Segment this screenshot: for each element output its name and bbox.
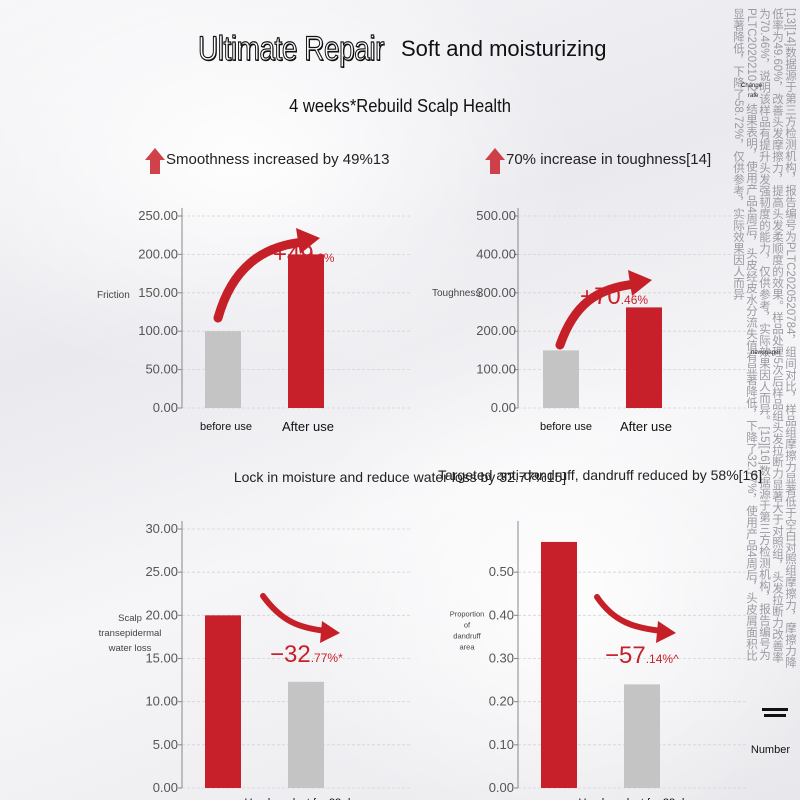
bar-2 <box>288 681 324 788</box>
chart-title: Smoothness increased by 49%13 <box>166 151 389 168</box>
y-axis-label: Toughness <box>432 288 480 299</box>
change-annotation: +49.6% <box>273 241 335 268</box>
change-rate-label-2: rate <box>748 93 759 99</box>
trend-arrow-icon <box>594 594 665 634</box>
bar-2 <box>624 684 660 788</box>
y-tick-label: 5.00 <box>153 737 178 752</box>
bar-2 <box>288 254 324 408</box>
x-category-label: before use <box>540 421 592 433</box>
change-annotation: −57.14%^ <box>605 642 679 669</box>
y-tick-label: 0.10 <box>489 737 514 752</box>
annotation-big: +49 <box>273 241 314 268</box>
y-axis-label: area <box>459 643 475 652</box>
y-tick-label: 150.00 <box>138 285 178 300</box>
y-tick-label: 50.00 <box>145 362 178 377</box>
y-tick-label: 25.00 <box>145 564 178 579</box>
y-tick-label: 100.00 <box>476 362 516 377</box>
page-title: Ultimate Repair <box>198 29 385 68</box>
arrowhead-icon <box>296 228 320 254</box>
change-rate-label-1: Change <box>741 83 763 89</box>
y-axis-label: water loss <box>108 643 152 654</box>
small-stamp-mark <box>762 708 788 711</box>
x-category-label: After use <box>282 419 334 434</box>
y-axis-label: of <box>464 621 471 630</box>
trend-arrow-icon <box>213 237 309 323</box>
bar-1 <box>205 615 241 788</box>
annotation-big: −57 <box>605 642 646 669</box>
bar-1 <box>543 350 579 408</box>
number-label: Number <box>750 744 790 756</box>
y-tick-label: 100.00 <box>138 323 178 338</box>
x-category-label: Used product for 28 days <box>579 797 702 800</box>
tagline: 4 weeks*Rebuild Scalp Health <box>289 96 511 116</box>
arrowhead-icon <box>320 621 340 643</box>
y-tick-label: 0.00 <box>489 780 514 795</box>
change-annotation: −32.77%* <box>270 641 343 668</box>
chart-3: Lock in moisture and reduce water loss b… <box>99 469 567 800</box>
y-tick-label: 0.50 <box>489 564 514 579</box>
y-tick-label: 500.00 <box>476 208 516 223</box>
chart-title: 70% increase in toughness[14] <box>506 151 711 168</box>
bar-2 <box>626 307 662 408</box>
chart-1: Smoothness increased by 49%13 Friction 0.0… <box>97 148 412 434</box>
small-stamp-mark-2 <box>764 714 786 717</box>
bar-1 <box>541 541 577 788</box>
annotation-small: .46% <box>621 293 649 307</box>
arrowhead-icon <box>656 621 676 643</box>
bar-1 <box>205 331 241 408</box>
y-tick-label: 0.40 <box>489 607 514 622</box>
y-axis-label: Friction <box>97 290 130 301</box>
up-arrow-icon <box>145 148 165 174</box>
annotation-small: .6% <box>314 251 335 265</box>
trend-arrow-icon <box>260 593 329 634</box>
x-category-label: before use <box>200 421 252 433</box>
y-axis-label: transepidermal <box>99 628 162 639</box>
y-tick-label: 0.30 <box>489 651 514 666</box>
annotation-small: .77%* <box>311 651 343 665</box>
chart-4: Targeted anti-dandruff, dandruff reduced… <box>438 467 762 800</box>
y-tick-label: 200.00 <box>476 323 516 338</box>
y-tick-label: 20.00 <box>145 607 178 622</box>
x-category-label: Used product for 28 days <box>245 797 368 800</box>
trend-arrow-icon <box>555 279 641 350</box>
x-category-label: After use <box>620 419 672 434</box>
y-tick-label: 10.00 <box>145 694 178 709</box>
y-tick-label: 15.00 <box>145 651 178 666</box>
y-tick-label: 0.00 <box>153 780 178 795</box>
y-tick-label: 0.20 <box>489 694 514 709</box>
y-tick-label: 30.00 <box>145 521 178 536</box>
header: Ultimate Repair Soft and moisturizing <box>198 29 718 74</box>
y-tick-label: 200.00 <box>138 246 178 261</box>
y-tick-label: 0.00 <box>153 400 178 415</box>
y-tick-label: 300.00 <box>476 285 516 300</box>
page-subtitle: Soft and moisturizing <box>401 36 607 61</box>
y-tick-label: 250.00 <box>138 208 178 223</box>
chart-2: 70% increase in toughness[14] Toughness 0.… <box>432 148 748 434</box>
annotation-small: .14%^ <box>646 652 679 666</box>
arrowhead-icon <box>628 270 652 296</box>
chart-title: Lock in moisture and reduce water loss b… <box>234 469 566 485</box>
chart-title: Targeted anti-dandruff, dandruff reduced… <box>438 467 762 483</box>
annotation-big: +70 <box>580 283 621 310</box>
y-axis-label: dandruff <box>453 632 481 641</box>
annotation-big: −32 <box>270 641 311 668</box>
y-axis-label: Scalp <box>118 613 142 624</box>
side-footnote: [13][14]数据源于第三方检测机构，报告编号为PLTC2020520784，… <box>732 8 796 668</box>
up-arrow-icon <box>485 148 505 174</box>
y-tick-label: 400.00 <box>476 246 516 261</box>
y-tick-label: 0.00 <box>491 400 516 415</box>
y-axis-label: Proportion <box>450 610 485 619</box>
change-annotation: +70.46% <box>580 283 648 310</box>
newspaper-label: newspaper <box>751 350 781 356</box>
